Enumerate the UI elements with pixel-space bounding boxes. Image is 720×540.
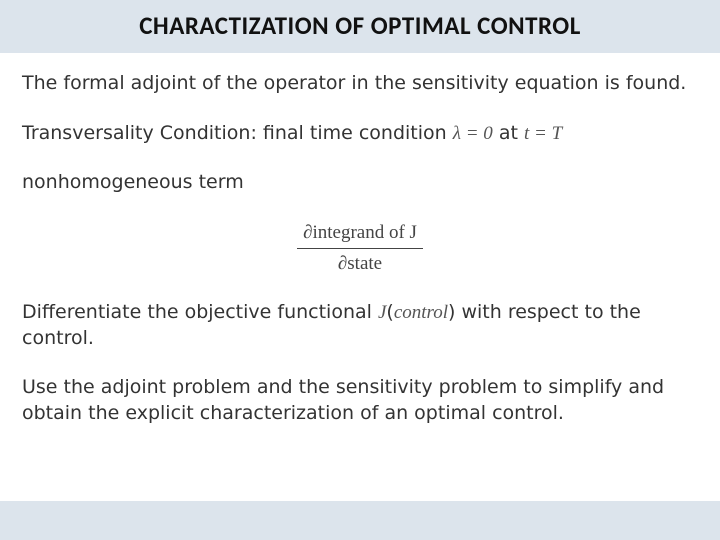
lambda-equals-zero: λ = 0 [453,123,493,144]
paragraph-adjoint-simplify: Use the adjoint problem and the sensitiv… [22,375,698,426]
paragraph-transversality: Transversality Condition: final time con… [22,121,698,147]
fraction-numerator: ∂integrand of J [297,220,423,249]
fraction-denominator: ∂state [22,249,698,277]
transversality-label: Transversality Condition: [22,122,257,144]
paren-open: ( [386,301,393,323]
paragraph-differentiate: Differentiate the objective functional J… [22,300,698,351]
paragraph-nonhomogeneous: nonhomogeneous term [22,170,698,196]
fraction-integrand-state: ∂integrand of J ∂state [22,220,698,276]
denominator-text: state [347,253,382,274]
control-arg: control [394,302,448,323]
title-bar: CHARACTIZATION OF OPTIMAL CONTROL [0,0,720,53]
slide-title: CHARACTIZATION OF OPTIMAL CONTROL [139,10,581,41]
partial-symbol-bottom: ∂ [338,253,347,274]
diff-text-a: Differentiate the objective functional [22,301,378,323]
transversality-text: final time condition [257,122,453,144]
slide: CHARACTIZATION OF OPTIMAL CONTROL The fo… [0,0,720,540]
paragraph-adjoint: The formal adjoint of the operator in th… [22,71,698,97]
transversality-at: at [493,122,524,144]
slide-content: The formal adjoint of the operator in th… [0,53,720,501]
t-equals-T: t = T [524,123,562,144]
numerator-text: integrand of J [312,222,416,243]
